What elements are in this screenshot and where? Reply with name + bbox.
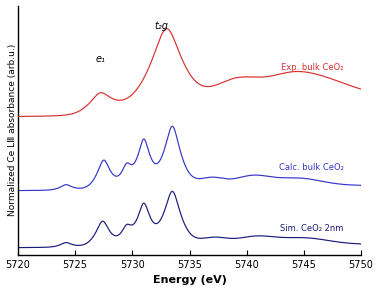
Y-axis label: Normalized Ce LⅢ absorbance (arb.u.): Normalized Ce LⅢ absorbance (arb.u.) <box>8 44 17 217</box>
Text: t₂g: t₂g <box>154 20 168 31</box>
Text: Calc. bulk CeO₂: Calc. bulk CeO₂ <box>279 163 344 172</box>
X-axis label: Energy (eV): Energy (eV) <box>153 276 226 285</box>
Text: Exp. bulk CeO₂: Exp. bulk CeO₂ <box>281 63 344 72</box>
Text: e₁: e₁ <box>96 54 105 64</box>
Text: Sim. CeO₂ 2nm: Sim. CeO₂ 2nm <box>280 224 344 233</box>
